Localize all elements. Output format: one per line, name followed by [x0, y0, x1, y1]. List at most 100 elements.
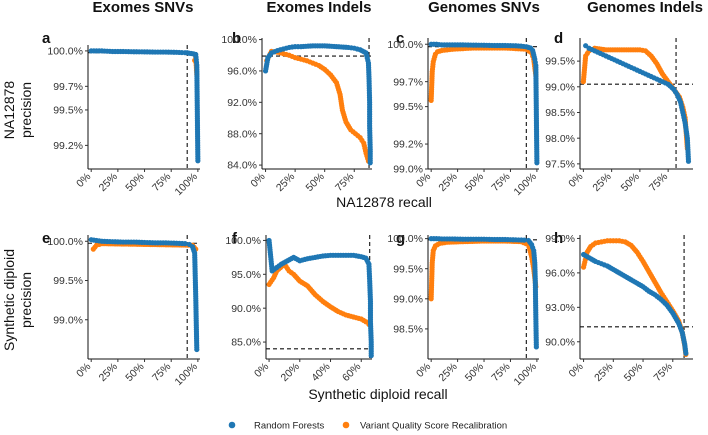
point-d-rf [685, 158, 692, 164]
column-title-genomes-indels: Genomes Indels [587, 0, 703, 16]
row2-xlabel: Synthetic diploid recall [308, 386, 447, 402]
y-tick-label-h: 93.0% [545, 302, 575, 314]
x-tick-label-b: 75% [333, 171, 356, 194]
panel-label-e: e [42, 230, 50, 247]
legend-marker-vqsr [342, 421, 350, 429]
x-tick-label-b: 0% [248, 171, 267, 190]
y-tick-label-a: 99.7% [53, 81, 83, 93]
y-tick-label-f: 85.0% [231, 337, 261, 349]
y-tick-label-c: 99.5% [393, 101, 423, 113]
y-tick-label-b: 88.0% [227, 128, 257, 140]
x-tick-label-d: 0% [566, 171, 585, 190]
x-tick-label-a: 50% [123, 171, 146, 194]
x-tick-label-b: 50% [303, 171, 326, 194]
x-tick-label-d: 50% [619, 171, 642, 194]
point-e-rf [194, 346, 200, 353]
x-tick-label-d: 75% [647, 171, 670, 194]
y-tick-label-d: 99.0% [545, 81, 575, 93]
y-tick-label-g: 98.5% [393, 324, 423, 336]
x-tick-label-e: 25% [97, 361, 120, 384]
x-tick-label-d: 25% [590, 171, 613, 194]
x-tick-label-c: 100% [512, 171, 539, 198]
x-tick-label-h: 50% [622, 361, 645, 384]
y-tick-label-a: 99.2% [53, 140, 83, 152]
x-tick-label-c: 50% [463, 171, 486, 194]
y-tick-label-g: 99.5% [393, 263, 423, 275]
y-tick-label-b: 100.0% [221, 34, 257, 46]
x-tick-label-e: 100% [173, 361, 200, 388]
x-tick-label-g: 75% [489, 361, 512, 384]
point-b-rf [367, 160, 373, 166]
y-tick-label-b: 84.0% [227, 160, 257, 172]
point-h-rf [683, 350, 689, 356]
row1-ylabel-line1: NA12878 [1, 81, 17, 140]
y-tick-label-d: 97.5% [545, 158, 575, 170]
y-tick-label-h: 90.0% [545, 336, 575, 348]
legend-label-random-forests: Random Forests [254, 421, 324, 432]
row2-ylabel-line2: precision [18, 272, 34, 328]
y-tick-label-h: 96.0% [545, 267, 575, 279]
y-tick-label-e: 99.5% [53, 275, 83, 287]
panel-h: h99.0% 96.0% 93.0% 90.0% 0% 25% 50% 75% [545, 230, 693, 384]
row2-ylabel-line1: Synthetic diploid [1, 249, 17, 351]
legend-label-vqsr: Variant Quality Score Recalibration [360, 421, 507, 432]
y-tick-label-c: 99.7% [393, 76, 423, 88]
point-g-rf [533, 344, 539, 350]
legend: Random Forests Variant Quality Score Rec… [228, 421, 507, 432]
row1-xlabel: NA12878 recall [336, 194, 432, 210]
panel-d: d 99.5% 99.0% 98.5% 98.0% 97.5%0% 25% 50% 75% [545, 30, 693, 194]
x-tick-label-b: 25% [274, 171, 297, 194]
panel-label-b: b [232, 30, 241, 47]
panel-label-d: d [554, 30, 563, 47]
panel-label-a: a [42, 30, 51, 47]
panel-label-c: c [396, 30, 404, 47]
y-tick-label-f: 100.0% [225, 235, 261, 247]
x-tick-label-f: 60% [340, 361, 363, 384]
x-tick-label-a: 25% [97, 171, 120, 194]
x-tick-label-f: 20% [279, 361, 302, 384]
y-tick-label-d: 98.0% [545, 133, 575, 145]
y-tick-label-c: 99.0% [393, 164, 423, 176]
column-title-genomes-snvs: Genomes SNVs [428, 0, 540, 16]
point-c-rf [534, 160, 540, 166]
point-a-rf [195, 158, 201, 164]
y-tick-label-g: 100.0% [387, 233, 423, 245]
x-tick-label-e: 75% [150, 361, 173, 384]
x-tick-label-a: 75% [150, 171, 173, 194]
y-tick-label-b: 96.0% [227, 66, 257, 78]
x-tick-label-g: 100% [512, 361, 539, 388]
x-tick-label-a: 100% [173, 171, 200, 198]
x-tick-label-c: 75% [489, 171, 512, 194]
y-tick-label-d: 99.5% [545, 56, 575, 68]
x-tick-label-e: 50% [123, 361, 146, 384]
y-tick-label-a: 99.5% [53, 105, 83, 117]
column-title-exomes-snvs: Exomes SNVs [93, 0, 194, 16]
x-tick-label-a: 0% [74, 171, 93, 190]
column-title-exomes-indels: Exomes Indels [266, 0, 371, 16]
x-tick-label-h: 25% [592, 361, 615, 384]
point-e-rf [182, 241, 188, 247]
x-tick-label-g: 50% [463, 361, 486, 384]
y-tick-label-e: 99.0% [53, 314, 83, 326]
x-tick-label-g: 0% [414, 361, 433, 380]
y-tick-label-e: 100.0% [47, 236, 83, 248]
panel-label-h: h [554, 230, 563, 247]
y-tick-label-a: 100.0% [47, 46, 83, 58]
x-tick-label-g: 25% [436, 361, 459, 384]
x-tick-label-c: 25% [436, 171, 459, 194]
point-f-rf [368, 353, 374, 359]
panel-label-f: f [232, 230, 238, 247]
x-tick-label-h: 0% [566, 361, 585, 380]
y-tick-label-g: 99.0% [393, 293, 423, 305]
x-tick-label-f: 0% [252, 361, 271, 380]
legend-marker-random-forests [228, 421, 236, 429]
y-tick-label-f: 90.0% [231, 303, 261, 315]
panel-label-g: g [396, 230, 405, 247]
y-tick-label-c: 99.2% [393, 139, 423, 151]
x-tick-label-f: 40% [309, 361, 332, 384]
y-tick-label-c: 100.0% [387, 39, 423, 51]
